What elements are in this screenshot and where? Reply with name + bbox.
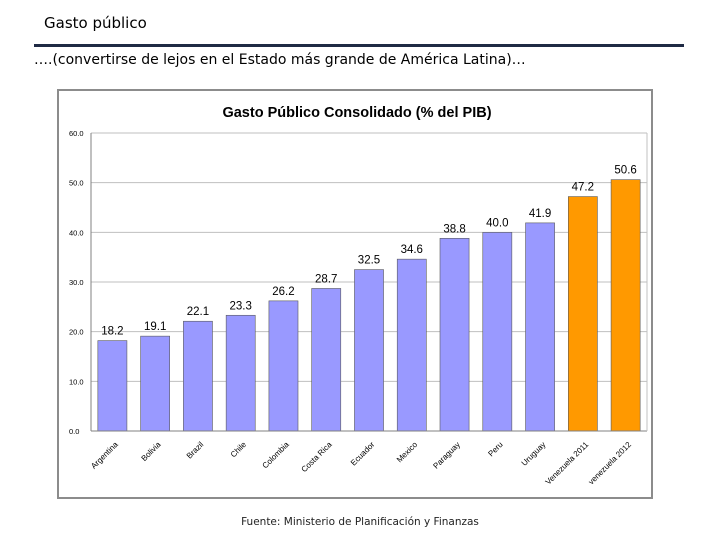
x-tick-label: Bolivia bbox=[140, 440, 163, 463]
x-tick-label: Chile bbox=[229, 440, 249, 460]
bar bbox=[396, 258, 427, 432]
data-label: 40.0 bbox=[486, 217, 508, 229]
y-tick-label: 30.0 bbox=[69, 278, 84, 287]
x-tick-label: Costa Rica bbox=[300, 440, 334, 474]
x-tick-label: Uruguay bbox=[520, 440, 548, 468]
chart-frame: Gasto Público Consolidado (% del PIB) 0.… bbox=[57, 89, 653, 499]
bar-chart: Gasto Público Consolidado (% del PIB) 0.… bbox=[69, 105, 648, 487]
slide-subtitle: ….(convertirse de lejos en el Estado más… bbox=[34, 52, 526, 68]
data-label: 22.1 bbox=[187, 306, 209, 318]
x-tick-label: Brazil bbox=[185, 440, 206, 461]
y-axis-ticks: 0.0 10.0 20.0 30.0 40.0 50.0 60.0 bbox=[69, 129, 84, 436]
y-tick-label: 40.0 bbox=[69, 228, 84, 237]
bar bbox=[311, 288, 342, 432]
x-tick-label: Venezuela 2011 bbox=[544, 440, 591, 487]
bar bbox=[482, 232, 513, 432]
title-divider bbox=[34, 44, 684, 47]
x-tick-label: Ecuador bbox=[349, 440, 377, 468]
y-tick-label: 10.0 bbox=[69, 377, 84, 386]
bar bbox=[97, 340, 128, 432]
bar bbox=[140, 335, 170, 432]
data-label: 32.5 bbox=[358, 255, 380, 267]
data-label: 23.3 bbox=[229, 300, 251, 312]
y-tick-label: 20.0 bbox=[69, 328, 84, 337]
bar bbox=[439, 237, 470, 432]
bar bbox=[568, 196, 598, 432]
chart-title: Gasto Público Consolidado (% del PIB) bbox=[222, 105, 491, 121]
axes bbox=[90, 133, 648, 432]
bar bbox=[610, 179, 641, 432]
data-label: 47.2 bbox=[572, 182, 594, 194]
y-tick-label: 0.0 bbox=[69, 427, 79, 436]
x-tick-label: Argentina bbox=[89, 440, 120, 471]
bar bbox=[183, 320, 213, 432]
bar bbox=[225, 314, 256, 432]
data-label: 38.8 bbox=[443, 223, 465, 235]
data-label: 26.2 bbox=[272, 286, 294, 298]
data-label: 18.2 bbox=[101, 326, 123, 338]
slide-title: Gasto público bbox=[44, 14, 147, 32]
data-label: 28.7 bbox=[315, 273, 337, 285]
data-label: 41.9 bbox=[529, 208, 551, 220]
data-label: 34.6 bbox=[401, 244, 423, 256]
x-tick-label: venezuela 2012 bbox=[587, 440, 634, 487]
bars bbox=[97, 179, 641, 432]
data-label: 50.6 bbox=[614, 165, 636, 177]
data-label: 19.1 bbox=[144, 321, 166, 333]
y-tick-label: 60.0 bbox=[69, 129, 84, 138]
x-tick-label: Paraguay bbox=[431, 440, 462, 471]
x-tick-label: Mexico bbox=[395, 440, 420, 465]
value-labels: 18.2 19.1 22.1 23.3 26.2 28.7 32.5 34.6 38.8 40.0… bbox=[101, 165, 637, 338]
source-note: Fuente: Ministerio de Planificación y Fi… bbox=[241, 516, 479, 528]
x-tick-label: Colombia bbox=[261, 440, 292, 471]
bar bbox=[525, 222, 555, 432]
y-tick-label: 50.0 bbox=[69, 179, 84, 188]
x-axis-ticks: Argentina Bolivia Brazil Chile Colombia Costa… bbox=[89, 440, 633, 487]
x-tick-label: Peru bbox=[486, 440, 504, 458]
bar bbox=[268, 300, 299, 432]
bar bbox=[354, 269, 384, 432]
